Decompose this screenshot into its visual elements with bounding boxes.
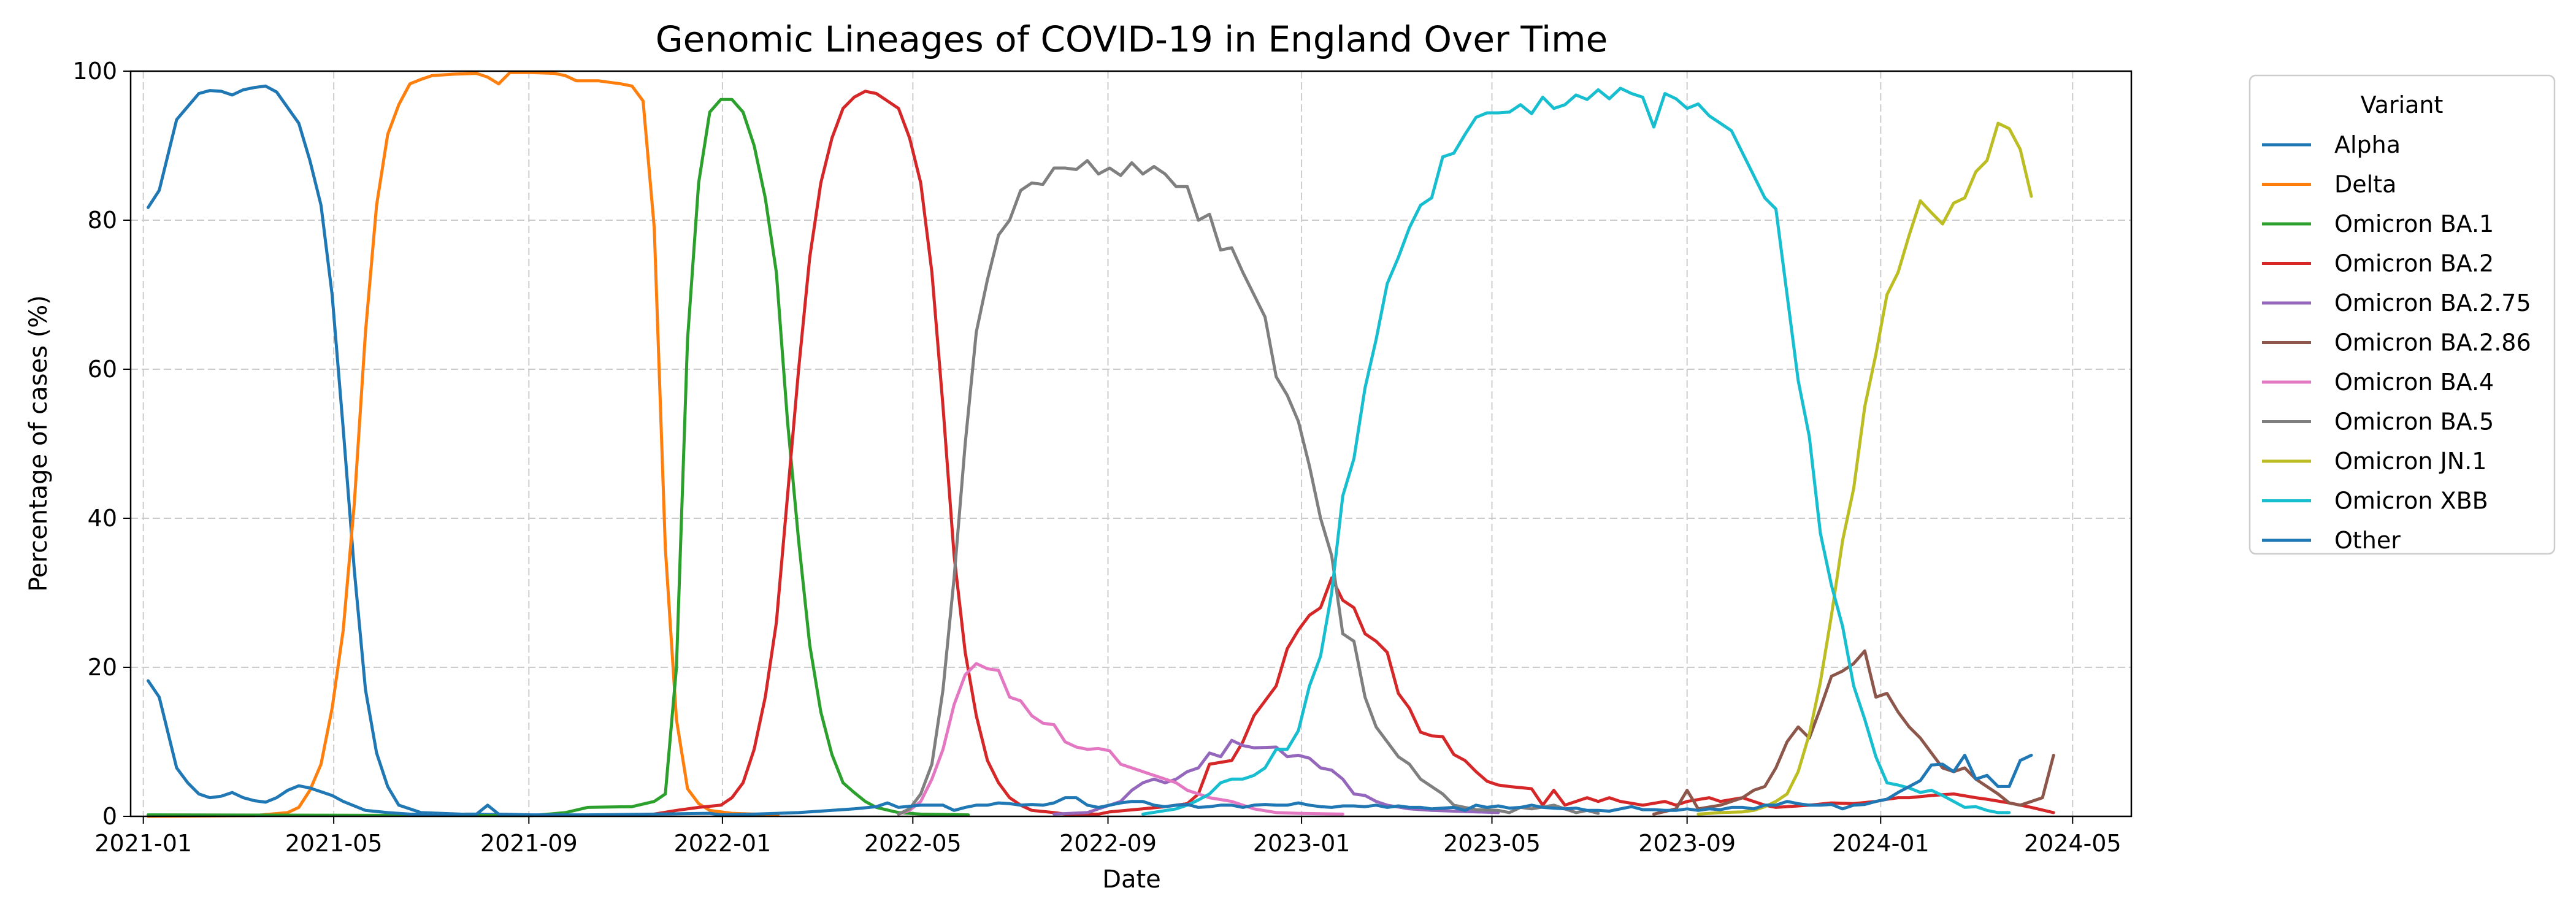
series-line-omicron-ba-2-75 — [1052, 738, 1500, 816]
legend-label-omicron-ba-2-75: Omicron BA.2.75 — [2334, 289, 2531, 316]
series-line-omicron-ba-5 — [897, 159, 1600, 816]
series-lines — [147, 71, 2055, 818]
series-line-other — [147, 679, 2033, 817]
legend-label-delta: Delta — [2334, 171, 2396, 198]
x-axis-label: Date — [1102, 865, 1161, 894]
y-tick-label: 40 — [88, 505, 117, 532]
legend-frame — [2248, 74, 2556, 555]
legend-label-omicron-xbb: Omicron XBB — [2334, 488, 2488, 515]
y-tick-label: 60 — [88, 356, 117, 383]
x-tick-label: 2022-05 — [864, 830, 962, 857]
legend-label-other: Other — [2334, 527, 2401, 554]
legend-label-omicron-ba-1: Omicron BA.1 — [2334, 210, 2494, 237]
x-tick-label: 2023-01 — [1253, 830, 1351, 857]
series-line-omicron-ba-2-86 — [1652, 649, 2055, 816]
x-tick-label: 2021-05 — [285, 830, 383, 857]
gridlines — [131, 71, 2131, 817]
x-tick-label: 2021-01 — [94, 830, 192, 857]
series-line-omicron-ba-1 — [147, 98, 970, 818]
y-tick-label: 20 — [88, 654, 117, 681]
series-line-omicron-jn-1 — [1696, 121, 2033, 816]
y-axis-label: Percentage of cases (%) — [25, 295, 53, 592]
x-tick-label: 2022-09 — [1059, 830, 1157, 857]
legend-label-omicron-ba-2-86: Omicron BA.2.86 — [2334, 329, 2531, 356]
y-tick-label: 100 — [72, 58, 117, 85]
series-line-omicron-xbb — [1141, 86, 2011, 816]
x-tick-label: 2024-01 — [1832, 830, 1930, 857]
x-axis-ticks: 2021-01 2021-05 2021-09 2022-01 2022-05 2022-… — [94, 816, 2122, 857]
y-tick-label: 0 — [102, 803, 117, 830]
legend-label-omicron-jn-1: Omicron JN.1 — [2334, 448, 2486, 475]
x-tick-label: 2024-05 — [2024, 830, 2122, 857]
y-axis-ticks: 0 20 40 60 80 100 — [72, 58, 131, 830]
legend-label-omicron-ba-2: Omicron BA.2 — [2334, 250, 2494, 277]
legend-label-omicron-ba-5: Omicron BA.5 — [2334, 408, 2494, 435]
x-tick-label: 2021-09 — [480, 830, 578, 857]
series-line-alpha — [147, 84, 526, 817]
plot-frame — [129, 70, 2133, 818]
legend-label-alpha: Alpha — [2334, 131, 2401, 158]
x-tick-label: 2023-09 — [1638, 830, 1736, 857]
x-tick-label: 2022-01 — [673, 830, 771, 857]
x-tick-label: 2023-05 — [1443, 830, 1541, 857]
y-tick-label: 80 — [88, 207, 117, 234]
legend-title: Variant — [2361, 91, 2444, 118]
legend-label-omicron-ba-4: Omicron BA.4 — [2334, 369, 2494, 396]
series-line-delta — [147, 71, 780, 818]
chart-title: Genomic Lineages of COVID-19 in England … — [656, 18, 1608, 60]
legend-entries: Alpha Delta Omicron BA.1 Omicron BA.2 Omicro… — [2262, 131, 2531, 554]
legend: Variant Alpha Delta Omicron BA.1 Omicron BA… — [2248, 74, 2556, 555]
series-line-omicron-ba-2 — [653, 90, 2055, 816]
